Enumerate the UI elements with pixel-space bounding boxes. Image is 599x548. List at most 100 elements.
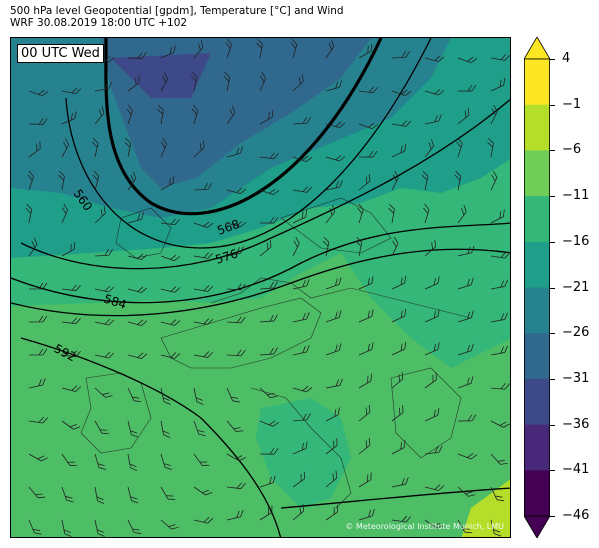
- wind-barb: [61, 420, 81, 430]
- wind-barb: [490, 170, 498, 191]
- contour-568: [20, 98, 510, 270]
- wind-barb: [160, 387, 171, 405]
- wind-barb: [457, 376, 474, 389]
- wind-barb: [94, 248, 113, 257]
- wind-barb: [226, 509, 244, 521]
- wind-barb: [91, 137, 99, 158]
- wind-barb: [457, 204, 467, 224]
- wind-barb: [292, 209, 308, 224]
- wind-barb: [490, 54, 510, 61]
- wind-barb: [193, 486, 213, 496]
- wind-barb: [61, 519, 72, 537]
- colorbar-segment: [524, 424, 550, 471]
- colorbar-segment: [524, 59, 550, 106]
- wind-barb: [226, 220, 247, 228]
- contour-label: 576: [214, 246, 240, 266]
- colorbar-tick-label: −21: [562, 279, 590, 295]
- wind-barb: [456, 137, 463, 158]
- wind-barb: [325, 310, 342, 323]
- wind-barb: [490, 209, 505, 224]
- wind-barb: [457, 84, 477, 92]
- wind-barb: [28, 486, 46, 499]
- wind-barb: [61, 284, 81, 292]
- wind-barb: [490, 105, 498, 125]
- colorbar-extend-top: [524, 37, 550, 60]
- wind-barb: [424, 239, 437, 257]
- title-line-2: WRF 30.08.2019 18:00 UTC +102: [10, 17, 188, 29]
- wind-barb: [490, 77, 506, 92]
- colorbar-tick-label: −6: [562, 142, 582, 158]
- wind-barb: [94, 206, 106, 224]
- wind-barb: [292, 413, 311, 422]
- wind-barb: [160, 486, 176, 500]
- wind-barb: [28, 118, 48, 125]
- wind-barb: [292, 155, 313, 162]
- contour-label: 584: [102, 292, 128, 312]
- wind-barb: [292, 186, 313, 193]
- wind-barb: [226, 387, 240, 403]
- wind-barb: [292, 312, 310, 323]
- wind-barb: [391, 371, 404, 389]
- wind-barb: [424, 114, 442, 125]
- wind-barb: [424, 372, 437, 389]
- wind-barb: [28, 89, 49, 97]
- wind-barb: [193, 40, 204, 59]
- wind-barb: [490, 519, 502, 537]
- wind-barb: [28, 519, 42, 535]
- wind-barb: [457, 108, 470, 125]
- wind-barb: [58, 170, 65, 191]
- contour-592-east: [280, 487, 510, 509]
- wind-barb: [457, 453, 478, 460]
- wind-barb: [358, 309, 374, 323]
- wind-barb: [259, 188, 280, 196]
- colorbar-tick: [550, 59, 555, 60]
- colorbar-tick: [550, 241, 555, 243]
- wind-barb: [325, 39, 335, 59]
- colorbar-tick: [550, 150, 555, 152]
- wind-barb: [358, 373, 372, 389]
- wind-barb: [160, 254, 181, 262]
- wind-barb: [457, 245, 475, 257]
- wind-barb: [259, 240, 272, 257]
- wind-barb: [325, 180, 343, 191]
- wind-barb: [259, 505, 273, 521]
- wind-barb: [226, 349, 246, 357]
- italy-outline: [250, 387, 352, 509]
- colorbar-segments: [524, 37, 550, 538]
- balkans-outline: [390, 367, 462, 459]
- wind-barb: [259, 387, 278, 399]
- wind-barb: [325, 407, 340, 422]
- contour-592: [20, 337, 282, 537]
- geopotential-contours: [11, 38, 510, 537]
- map-canvas: 560 568 576 584 592: [11, 38, 510, 537]
- wind-barb: [226, 453, 246, 462]
- wind-barb: [259, 314, 278, 323]
- wind-barb: [391, 50, 410, 59]
- colorbar-segment: [524, 378, 550, 426]
- wind-barb: [259, 109, 274, 125]
- wind-barb: [358, 472, 372, 488]
- wind-barb: [94, 453, 106, 470]
- wind-barb: [94, 285, 115, 293]
- wind-barb: [94, 486, 105, 505]
- wind-barb: [391, 341, 407, 356]
- wind-barb: [325, 438, 338, 455]
- wind-barb: [28, 416, 48, 424]
- colorbar-frame: [524, 58, 550, 517]
- wind-barb: [457, 310, 474, 323]
- wind-barb: [358, 174, 371, 191]
- wind-barb: [424, 55, 445, 62]
- wind-barb: [391, 405, 404, 422]
- wind-barb: [193, 252, 214, 259]
- wind-barb: [127, 171, 137, 191]
- wind-barb: [391, 440, 406, 455]
- wind-barb: [61, 138, 70, 158]
- colorbar-tick: [550, 424, 555, 426]
- wind-barb: [325, 378, 343, 389]
- britain-outline: [115, 207, 172, 259]
- wind-barb: [28, 282, 48, 290]
- wind-barb: [226, 146, 244, 158]
- wind-barb: [358, 150, 378, 158]
- colorbar-tick-label: 4: [562, 51, 571, 66]
- wind-barb: [124, 137, 132, 158]
